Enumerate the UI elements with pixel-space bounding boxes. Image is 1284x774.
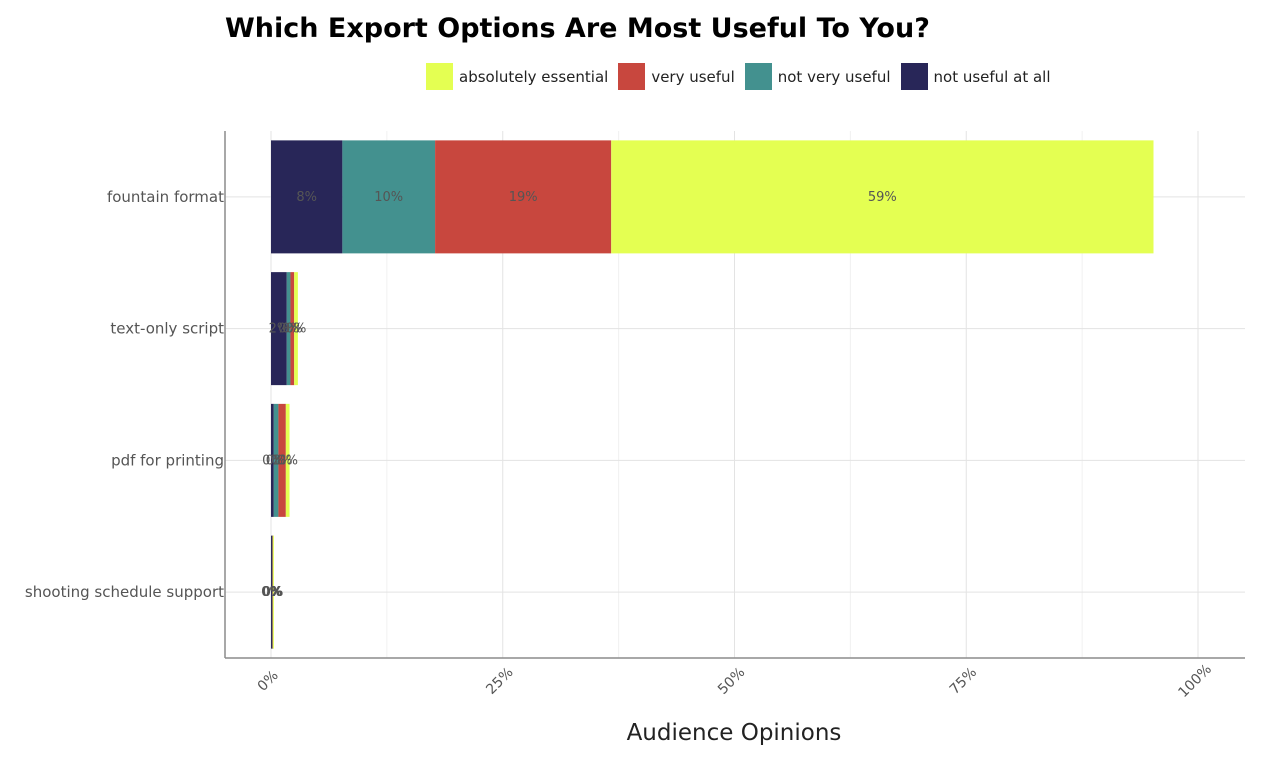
data-label: 8%	[296, 190, 317, 205]
bar-segment	[271, 272, 287, 386]
chart-legend: absolutely essential very useful not very …	[426, 63, 1061, 90]
data-label: 2%	[269, 322, 290, 337]
bar-segment	[435, 140, 612, 254]
data-label: 0%	[266, 453, 287, 468]
bar-segment	[290, 272, 295, 386]
data-label: 10%	[374, 190, 403, 205]
legend-swatch	[426, 63, 453, 90]
chart-title: Which Export Options Are Most Useful To …	[225, 13, 930, 44]
data-label: 0%	[262, 585, 283, 600]
x-tick-label: 50%	[715, 665, 748, 698]
data-label: 0%	[278, 322, 299, 337]
bar-segment	[272, 535, 274, 649]
bar-segment	[278, 403, 286, 517]
x-tick-label: 75%	[947, 665, 980, 698]
category-label: pdf for printing	[111, 451, 224, 469]
category-label: fountain format	[107, 188, 224, 206]
legend-item: not very useful	[744, 63, 891, 90]
legend-label: very useful	[651, 67, 735, 86]
bar-segment	[271, 140, 343, 254]
x-tick-label: 0%	[255, 668, 282, 695]
data-label: 0%	[286, 322, 307, 337]
bar-segment	[611, 140, 1154, 254]
bar-segment	[286, 272, 291, 386]
bar-segment	[271, 403, 274, 517]
data-label: 0%	[261, 585, 282, 600]
x-tick-label: 25%	[483, 665, 516, 698]
data-label: 0%	[262, 585, 283, 600]
legend-item: very useful	[618, 63, 735, 90]
x-axis-title: Audience Opinions	[627, 720, 842, 746]
x-tick-label: 100%	[1175, 661, 1215, 701]
data-label: 0%	[262, 453, 283, 468]
data-label: 0%	[277, 453, 298, 468]
category-label: text-only script	[110, 320, 224, 338]
data-label: 1%	[272, 453, 293, 468]
legend-swatch	[618, 63, 646, 90]
bar-segment	[273, 403, 279, 517]
legend-swatch	[900, 63, 928, 90]
legend-label: not very useful	[777, 67, 891, 86]
bar-segment	[271, 535, 272, 649]
data-label: 59%	[868, 190, 897, 205]
bar-segment	[342, 140, 436, 254]
data-label: 0%	[263, 585, 284, 600]
legend-swatch	[744, 63, 772, 90]
legend-item: not useful at all	[900, 63, 1051, 90]
data-label: 0%	[282, 322, 303, 337]
legend-label: not useful at all	[933, 67, 1051, 86]
data-label: 19%	[509, 190, 538, 205]
bar-segment	[294, 272, 298, 386]
category-label: shooting schedule support	[25, 583, 224, 601]
legend-item: absolutely essential	[426, 63, 608, 90]
legend-label: absolutely essential	[459, 67, 609, 86]
bar-segment	[285, 403, 290, 517]
